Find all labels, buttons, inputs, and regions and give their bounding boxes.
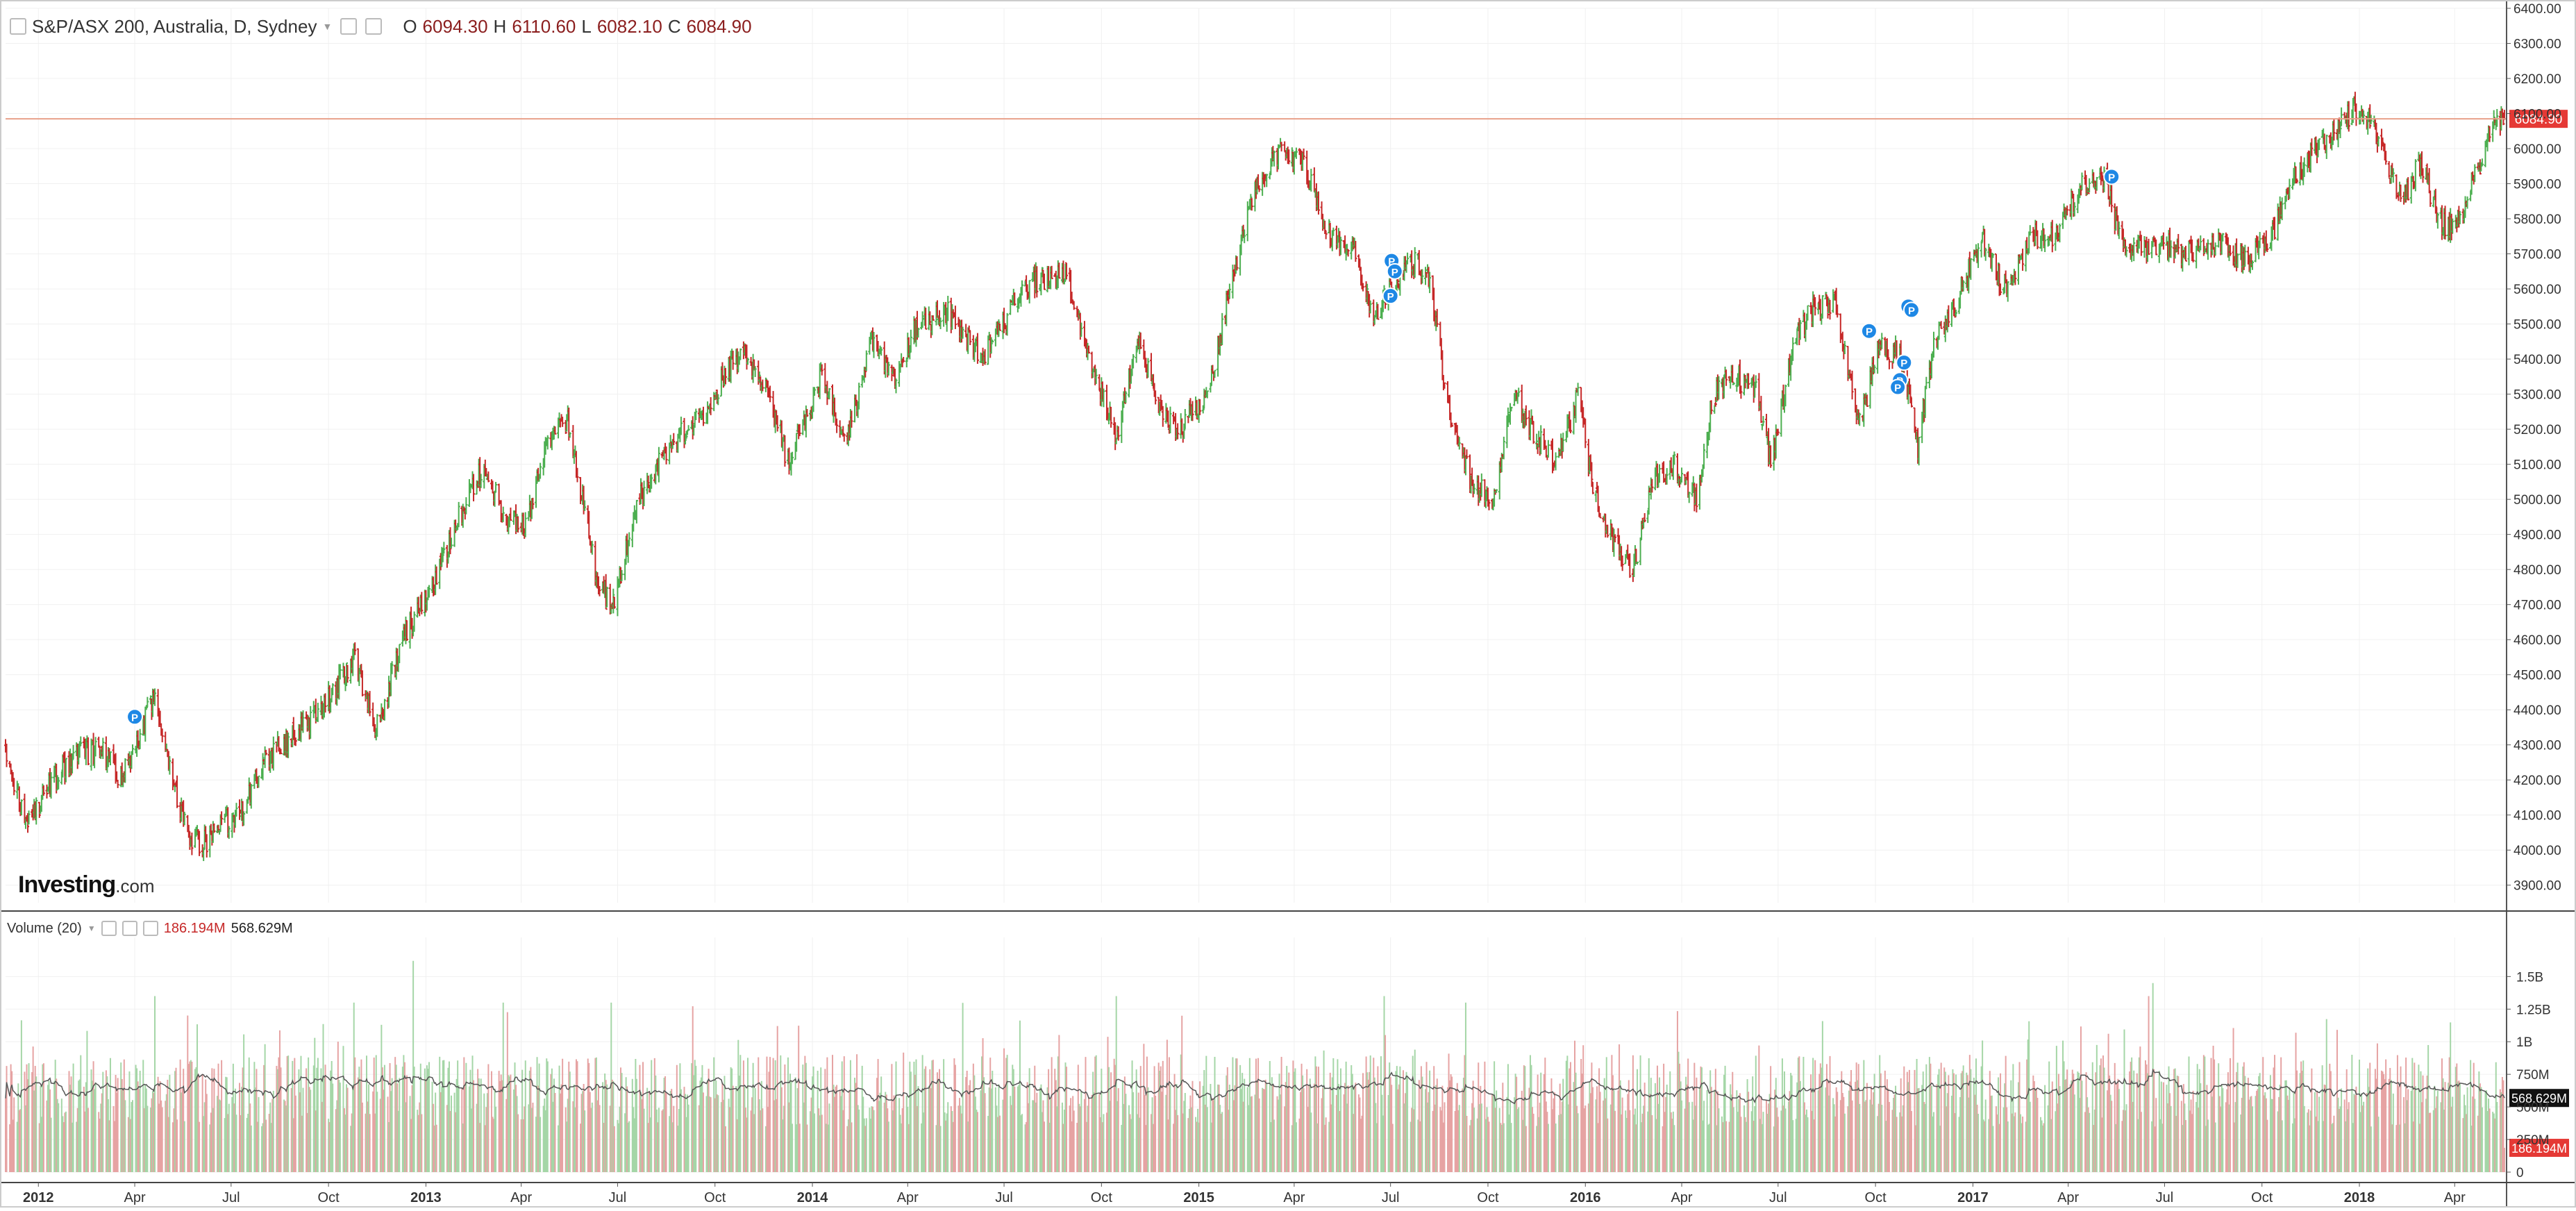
chart-canvas[interactable]: 6084.90568.629M186.194MPPPPPPPPPPP 3900.… [0, 0, 2576, 1208]
chart-frame: 6084.90568.629M186.194MPPPPPPPPPPP 3900.… [0, 0, 2576, 1208]
